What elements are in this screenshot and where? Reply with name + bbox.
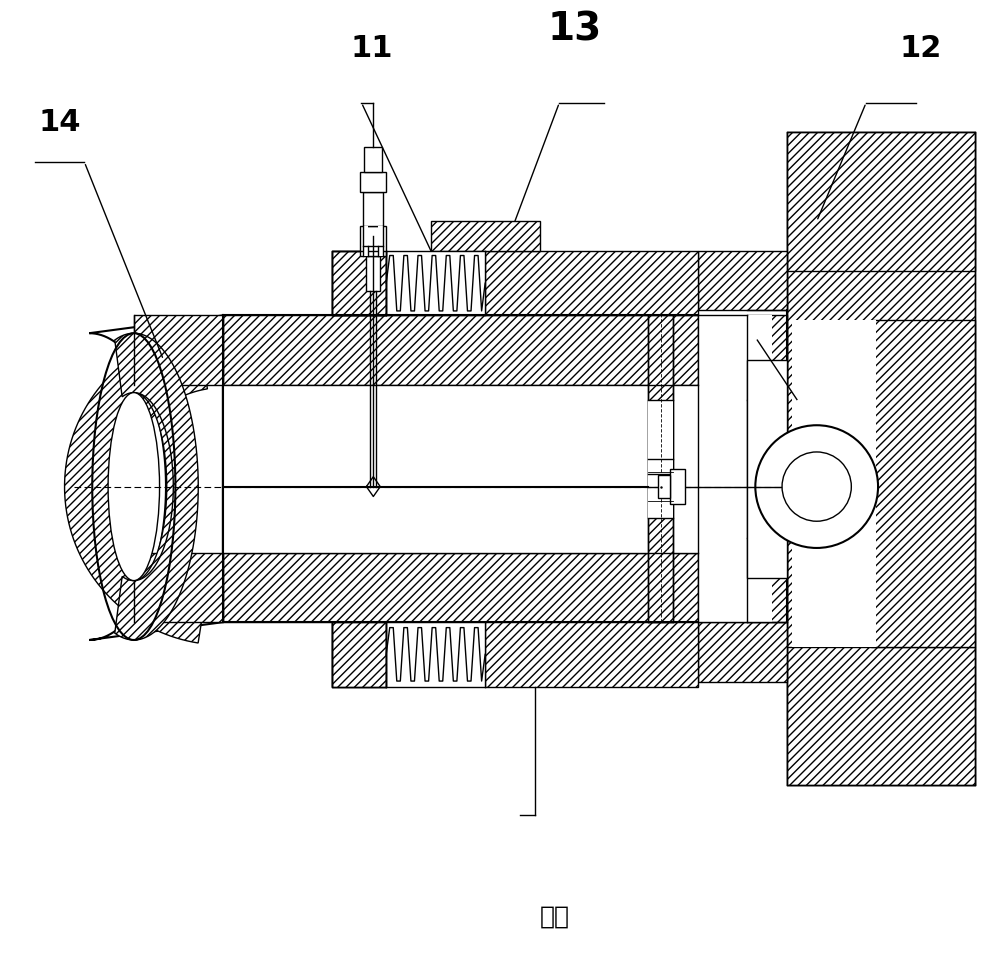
Bar (787, 647, 975, 786)
Bar (698, 251, 787, 311)
Bar (223, 316, 698, 385)
Bar (871, 320, 975, 647)
Bar (332, 622, 386, 686)
Bar (747, 316, 787, 622)
Bar (658, 475, 670, 499)
Bar (332, 622, 386, 686)
Bar (332, 622, 386, 686)
Polygon shape (134, 316, 223, 385)
Polygon shape (134, 553, 223, 622)
Polygon shape (65, 330, 207, 643)
Bar (363, 227, 368, 256)
Circle shape (755, 426, 878, 548)
Bar (366, 256, 380, 290)
Bar (360, 172, 386, 192)
Bar (386, 251, 485, 316)
Bar (787, 132, 975, 271)
Bar (648, 454, 673, 518)
Text: 12: 12 (899, 34, 942, 63)
Bar (378, 227, 383, 256)
Bar (332, 251, 386, 316)
Circle shape (782, 452, 851, 521)
Text: 11: 11 (350, 34, 393, 63)
Bar (698, 316, 772, 622)
Bar (431, 221, 540, 251)
Polygon shape (89, 316, 223, 640)
Bar (363, 192, 383, 227)
Bar (364, 147, 382, 172)
Bar (787, 132, 975, 786)
Bar (648, 400, 673, 459)
Bar (386, 622, 485, 686)
Bar (223, 385, 698, 553)
Text: 回油: 回油 (539, 905, 569, 929)
Bar (332, 251, 386, 316)
Bar (792, 320, 876, 647)
Bar (648, 316, 673, 622)
Ellipse shape (108, 393, 160, 581)
Bar (485, 622, 698, 686)
Bar (360, 227, 386, 256)
Bar (332, 251, 386, 316)
Bar (747, 360, 787, 578)
Bar (223, 553, 698, 622)
Bar (670, 469, 685, 505)
Polygon shape (134, 333, 187, 640)
Polygon shape (115, 333, 198, 640)
Text: 14: 14 (38, 108, 81, 137)
Bar (485, 251, 698, 316)
Bar (698, 622, 787, 681)
Text: 13: 13 (547, 11, 601, 48)
